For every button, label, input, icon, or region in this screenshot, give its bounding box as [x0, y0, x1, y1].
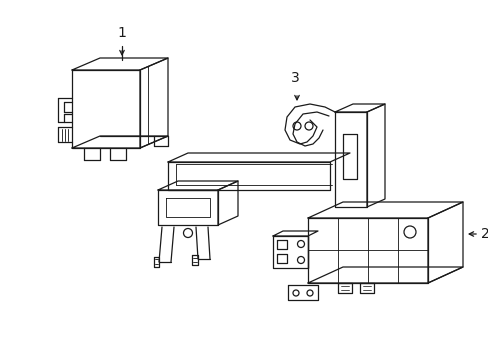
Text: 3: 3	[290, 71, 299, 85]
Text: 1: 1	[117, 26, 126, 40]
Text: 2: 2	[480, 227, 488, 241]
